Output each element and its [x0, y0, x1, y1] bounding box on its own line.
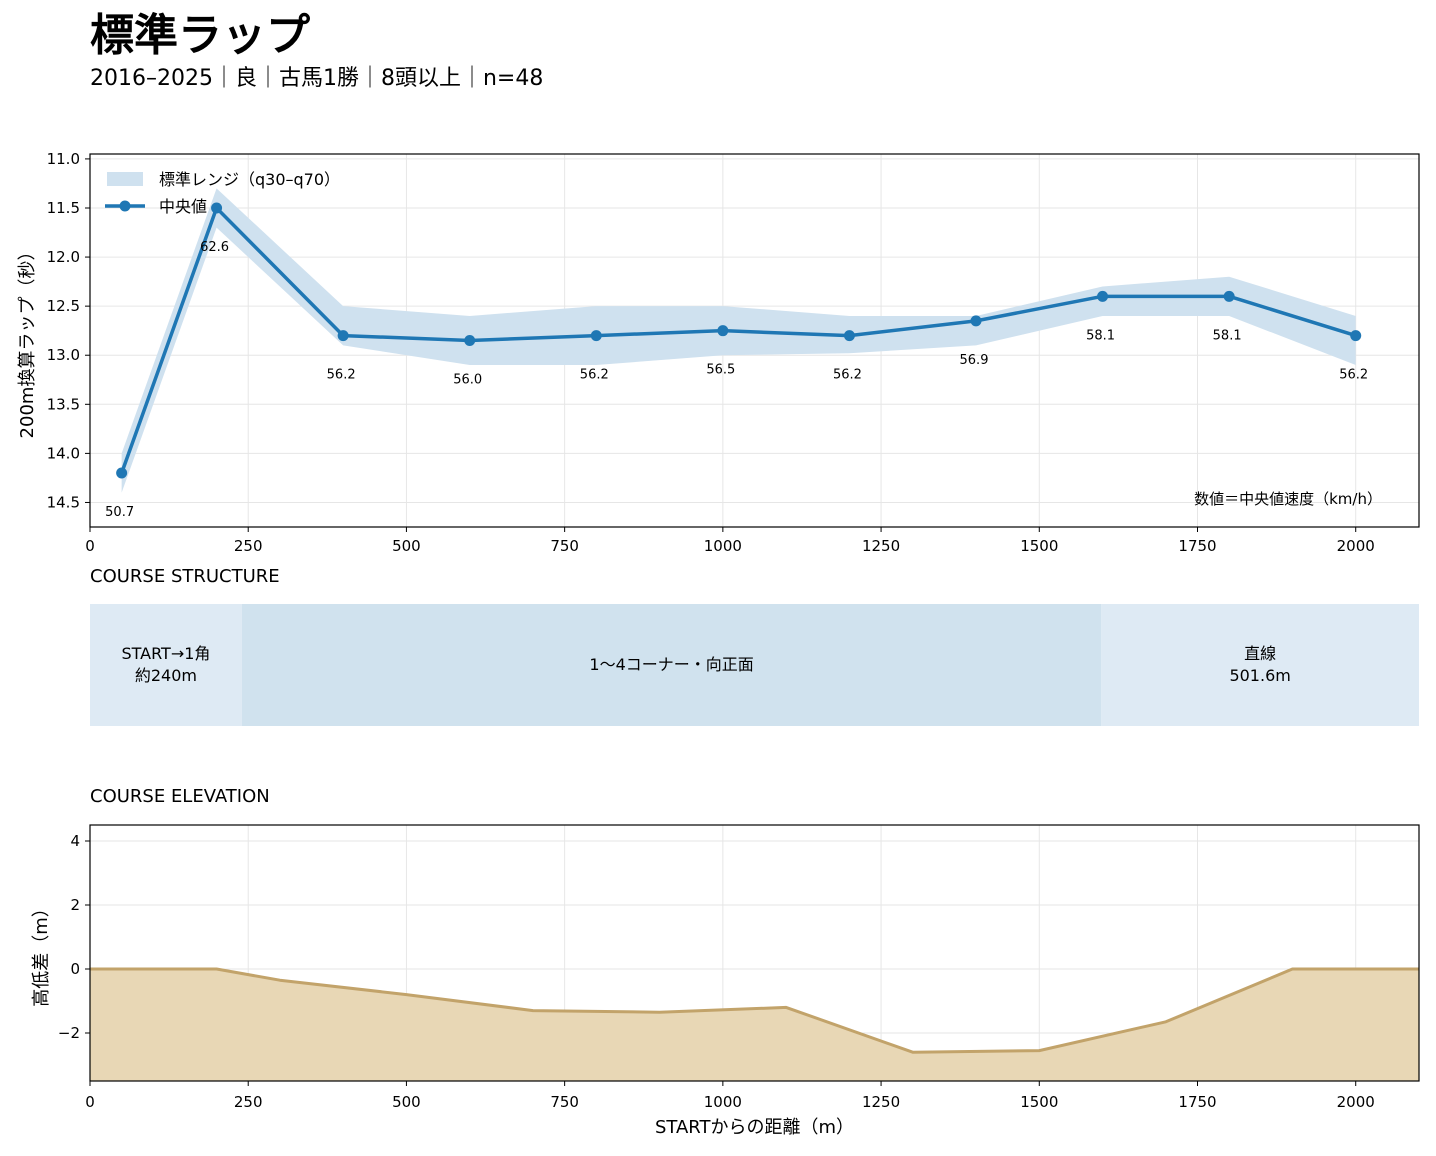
course-structure-title: COURSE STRUCTURE: [90, 566, 280, 587]
elev-xtick-label-5: 1250: [862, 1093, 900, 1111]
legend-band-swatch: [107, 172, 143, 186]
lap-xtick-label-5: 1250: [862, 537, 900, 555]
lap-median-point-9: [1223, 290, 1235, 302]
lap-annotation: 数値＝中央値速度（km/h）: [1194, 490, 1382, 508]
lap-xtick-label-0: 0: [85, 537, 95, 555]
lap-speed-label-1: 62.6: [200, 240, 229, 255]
course-elevation-title: COURSE ELEVATION: [90, 786, 270, 807]
lap-speed-label-6: 56.2: [833, 368, 862, 383]
lap-median-point-7: [970, 315, 982, 327]
lap-speed-label-9: 58.1: [1213, 328, 1242, 343]
elev-ytick-label-1: 0: [70, 960, 80, 978]
lap-median-point-5: [717, 325, 729, 337]
lap-speed-label-8: 58.1: [1086, 328, 1115, 343]
lap-ytick-label-6: 14.0: [47, 444, 80, 462]
elev-xtick-label-2: 500: [392, 1093, 421, 1111]
structure-segment-2: [1101, 604, 1419, 726]
lap-ytick-label-0: 11.0: [47, 150, 80, 168]
elev-ytick-label-3: 4: [70, 832, 80, 850]
elev-x-axis-label: STARTからの距離（m）: [655, 1117, 854, 1138]
lap-ytick-label-2: 12.0: [47, 248, 80, 266]
legend-median-swatch-marker: [119, 200, 131, 212]
elev-xtick-label-4: 1000: [704, 1093, 742, 1111]
lap-speed-label-4: 56.2: [580, 368, 609, 383]
structure-segment-label-0: START→1角 約240m: [121, 644, 211, 685]
elev-ytick-label-2: 2: [70, 896, 80, 914]
lap-median-point-2: [337, 330, 349, 342]
lap-speed-label-2: 56.2: [327, 368, 356, 383]
structure-segment-1: [241, 604, 1102, 726]
lap-ytick-label-1: 11.5: [47, 199, 80, 217]
lap-ytick-label-7: 14.5: [47, 493, 80, 511]
elev-xtick-label-0: 0: [85, 1093, 95, 1111]
elev-ytick-label-0: −2: [58, 1024, 80, 1042]
lap-median-point-3: [464, 335, 476, 346]
elevation-line: [90, 967, 1419, 1054]
lap-median-point-8: [1097, 290, 1109, 302]
lap-speed-label-5: 56.5: [706, 363, 735, 378]
lap-range-band: [121, 188, 1356, 493]
lap-xtick-label-6: 1500: [1020, 537, 1058, 555]
lap-xtick-label-2: 500: [392, 537, 421, 555]
lap-median-point-0: [116, 467, 128, 479]
page-title: 標準ラップ: [90, 10, 310, 61]
lap-xtick-label-7: 1750: [1178, 537, 1216, 555]
lap-median-point-6: [843, 330, 855, 342]
elev-xtick-label-8: 2000: [1337, 1093, 1375, 1111]
legend-band-label: 標準レンジ（q30–q70）: [159, 170, 340, 189]
lap-ytick-label-4: 13.0: [47, 346, 80, 364]
lap-xtick-label-1: 250: [234, 537, 263, 555]
page-subtitle: 2016–2025｜良｜古馬1勝｜8頭以上｜n=48: [90, 66, 544, 91]
elev-xtick-label-7: 1750: [1178, 1093, 1216, 1111]
lap-xtick-label-4: 1000: [704, 537, 742, 555]
legend-median-label: 中央値: [159, 197, 207, 216]
elevation-area: [90, 969, 1419, 1081]
lap-median-point-4: [590, 330, 602, 342]
elev-y-axis-label: 高低差（m）: [31, 899, 52, 1007]
lap-speed-label-0: 50.7: [105, 505, 134, 520]
elev-xtick-label-3: 750: [550, 1093, 579, 1111]
lap-median-point-1: [211, 202, 223, 214]
elev-plot-frame: [89, 824, 1420, 1082]
elev-xtick-label-6: 1500: [1020, 1093, 1058, 1111]
lap-median-point-10: [1350, 330, 1362, 342]
structure-segment-label-1: 1〜4コーナー・向正面: [589, 655, 754, 674]
lap-ytick-label-5: 13.5: [47, 395, 80, 413]
lap-ytick-label-3: 12.5: [47, 297, 80, 315]
lap-speed-label-10: 56.2: [1339, 368, 1368, 383]
structure-segment-label-2: 直線 501.6m: [1229, 644, 1291, 685]
lap-speed-label-3: 56.0: [453, 373, 482, 388]
lap-xtick-label-8: 2000: [1337, 537, 1375, 555]
structure-segment-0: [90, 604, 242, 726]
lap-y-axis-label: 200m換算ラップ（秒）: [17, 243, 38, 439]
lap-xtick-label-3: 750: [550, 537, 579, 555]
elev-xtick-label-1: 250: [234, 1093, 263, 1111]
lap-speed-label-7: 56.9: [960, 353, 989, 368]
lap-plot-frame: [89, 153, 1420, 528]
